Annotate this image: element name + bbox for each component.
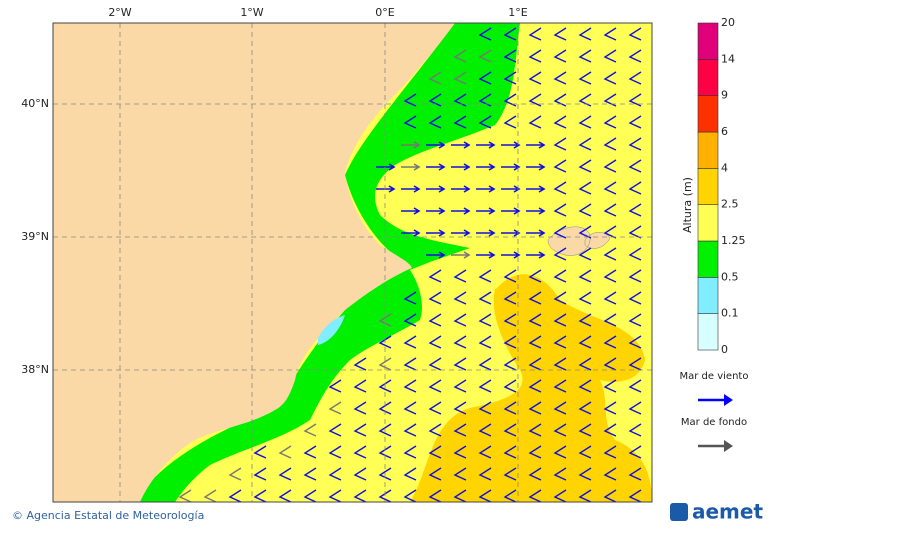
colorbar-label: 4 [721, 161, 728, 174]
legend-arrowhead [724, 440, 733, 452]
legend-label: Mar de fondo [681, 417, 747, 428]
colorbar-label: 6 [721, 125, 728, 138]
colorbar-title: Altura (m) [681, 177, 694, 233]
colorbar-label: 2.5 [721, 198, 739, 211]
colorbar-label: 0.5 [721, 270, 739, 283]
x-labels: 2°W 1°W 0°E 1°E [108, 6, 527, 19]
colorbar-label: 0.1 [721, 307, 739, 320]
legend: Mar de viento Mar de fondo [680, 371, 749, 452]
colorbar: 0 0.1 0.5 1.25 2.5 4 6 9 14 20 [698, 16, 746, 356]
y-label: 38°N [21, 363, 49, 376]
colorbar-segment [698, 241, 718, 277]
x-label: 2°W [108, 6, 131, 19]
logo: aemet [670, 500, 763, 524]
x-label: 1°W [240, 6, 263, 19]
y-labels: 40°N 39°N 38°N [21, 97, 49, 376]
colorbar-segment [698, 59, 718, 95]
colorbar-segment [698, 23, 718, 59]
colorbar-label: 9 [721, 89, 728, 102]
legend-arrowhead [724, 394, 733, 406]
y-label: 40°N [21, 97, 49, 110]
colorbar-segment [698, 314, 718, 350]
colorbar-label: 0 [721, 343, 728, 356]
svg-text:aemet: aemet [692, 500, 763, 524]
colorbar-segment [698, 96, 718, 132]
colorbar-label: 1.25 [721, 234, 746, 247]
x-label: 1°E [508, 6, 527, 19]
colorbar-segment [698, 132, 718, 168]
colorbar-segment [698, 277, 718, 313]
x-label: 0°E [375, 6, 394, 19]
legend-label: Mar de viento [680, 371, 749, 382]
y-label: 39°N [21, 230, 49, 243]
colorbar-segment [698, 168, 718, 204]
colorbar-segment [698, 205, 718, 241]
colorbar-label: 20 [721, 16, 735, 29]
map [53, 23, 652, 502]
colorbar-label: 14 [721, 52, 735, 65]
footer: © Agencia Estatal de Meteorología [12, 509, 204, 522]
